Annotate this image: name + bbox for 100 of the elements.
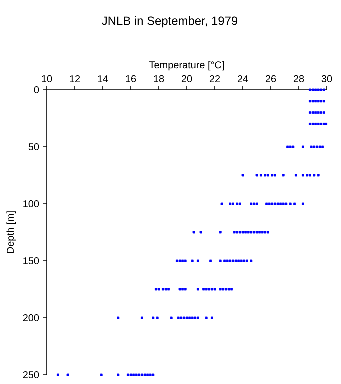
point bbox=[264, 231, 267, 234]
x-tick-label: 14 bbox=[98, 76, 108, 82]
point bbox=[306, 174, 309, 177]
point bbox=[271, 202, 274, 206]
point bbox=[313, 146, 316, 148]
point bbox=[130, 374, 132, 376]
point bbox=[320, 100, 323, 103]
point bbox=[219, 231, 222, 234]
point bbox=[178, 288, 182, 291]
point bbox=[219, 260, 222, 262]
point bbox=[117, 374, 120, 376]
point bbox=[250, 260, 253, 262]
point bbox=[226, 260, 229, 262]
point bbox=[144, 374, 146, 376]
point bbox=[240, 260, 243, 262]
point bbox=[100, 374, 103, 376]
point bbox=[135, 374, 138, 376]
point bbox=[271, 174, 274, 177]
x-tick-label: 16 bbox=[126, 75, 136, 82]
x-tick-label: 18 bbox=[154, 75, 164, 82]
point bbox=[256, 174, 258, 177]
x-tick-label: 22 bbox=[210, 76, 220, 82]
point bbox=[180, 316, 183, 320]
point bbox=[276, 202, 280, 206]
point bbox=[177, 316, 180, 320]
point bbox=[250, 202, 253, 206]
point bbox=[317, 88, 320, 92]
y-axis-title: Depth [m] bbox=[6, 212, 16, 254]
point bbox=[317, 174, 320, 177]
y-tick-label: 50 bbox=[28, 143, 40, 151]
y-tick-label: 0 bbox=[34, 86, 40, 94]
point bbox=[233, 231, 236, 234]
y-tick-label: 150 bbox=[24, 257, 40, 265]
point bbox=[292, 146, 295, 148]
point bbox=[256, 202, 258, 206]
point bbox=[66, 374, 70, 376]
point bbox=[236, 202, 239, 206]
point bbox=[282, 202, 285, 206]
x-tick-label: 20 bbox=[182, 75, 192, 82]
point bbox=[158, 288, 160, 291]
x-tick-label: 28 bbox=[294, 75, 304, 82]
point bbox=[318, 146, 322, 148]
point bbox=[205, 316, 208, 320]
point bbox=[191, 260, 194, 262]
y-tick-label: 200 bbox=[23, 314, 40, 322]
point bbox=[220, 202, 224, 206]
point bbox=[256, 231, 258, 234]
y-tick-label: 250 bbox=[23, 371, 40, 379]
point bbox=[320, 88, 323, 92]
x-tick-label: 26 bbox=[266, 75, 276, 82]
point bbox=[285, 202, 288, 206]
point bbox=[152, 316, 155, 320]
x-tick-label: 10 bbox=[42, 75, 52, 82]
chart-title: JNLB in September, 1979 bbox=[102, 16, 238, 28]
point bbox=[312, 100, 314, 103]
point bbox=[234, 260, 238, 262]
point bbox=[222, 288, 225, 291]
x-tick-label: 30 bbox=[322, 75, 332, 82]
point bbox=[312, 88, 314, 92]
point bbox=[317, 100, 320, 103]
point bbox=[186, 316, 188, 320]
point bbox=[282, 174, 285, 177]
point bbox=[289, 146, 292, 148]
point bbox=[194, 316, 197, 320]
point bbox=[149, 374, 152, 376]
point bbox=[192, 231, 196, 234]
point bbox=[229, 202, 232, 206]
point bbox=[117, 316, 120, 320]
point bbox=[289, 202, 292, 206]
point bbox=[313, 174, 316, 177]
point bbox=[247, 231, 250, 234]
point bbox=[242, 231, 244, 234]
y-tick-label: 100 bbox=[24, 200, 40, 208]
x-axis-title: Temperature [°C] bbox=[150, 61, 224, 71]
point bbox=[214, 288, 216, 291]
point bbox=[250, 231, 253, 234]
point bbox=[205, 288, 208, 291]
x-tick-label: 24 bbox=[238, 76, 248, 82]
point bbox=[200, 231, 202, 234]
point bbox=[178, 260, 182, 262]
point bbox=[229, 260, 232, 262]
point bbox=[184, 288, 187, 291]
point bbox=[184, 260, 187, 262]
point bbox=[191, 316, 194, 320]
point bbox=[138, 374, 141, 376]
point bbox=[164, 288, 168, 291]
point bbox=[268, 202, 271, 206]
point bbox=[264, 174, 267, 177]
point bbox=[310, 146, 313, 148]
point bbox=[156, 316, 159, 320]
point bbox=[208, 288, 211, 291]
point bbox=[219, 288, 222, 291]
point bbox=[170, 316, 173, 320]
point bbox=[228, 288, 230, 291]
point bbox=[242, 174, 244, 177]
point bbox=[236, 231, 239, 234]
point bbox=[261, 231, 264, 234]
x-tick-label: 12 bbox=[70, 76, 80, 82]
point bbox=[243, 260, 246, 262]
point bbox=[152, 374, 155, 376]
